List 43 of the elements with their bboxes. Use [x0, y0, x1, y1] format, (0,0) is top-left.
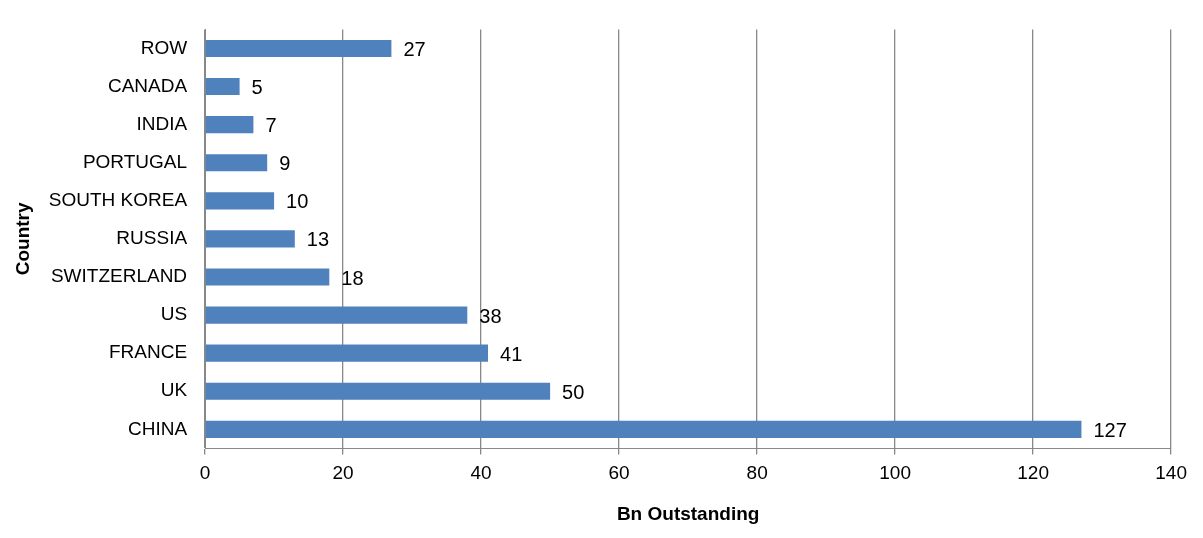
bar: [205, 77, 240, 96]
y-tick-label: SOUTH KOREA: [48, 189, 188, 211]
y-tick-label: PORTUGAL: [82, 150, 188, 172]
data-label: 13: [306, 228, 330, 251]
bar: [205, 306, 468, 324]
data-label: 10: [286, 190, 309, 213]
data-label: 38: [479, 304, 502, 327]
y-tick-label: US: [160, 303, 188, 325]
bar: [205, 268, 330, 286]
data-label: 9: [279, 152, 291, 175]
bar: [205, 192, 275, 210]
bar: [205, 116, 254, 134]
y-axis-title: Country: [11, 202, 33, 276]
x-tick-label: 140: [1155, 462, 1187, 484]
y-tick-label: RUSSIA: [116, 227, 188, 249]
data-label: 41: [500, 342, 523, 365]
x-tick-label: 20: [332, 462, 354, 484]
y-tick-label: CANADA: [107, 74, 188, 96]
y-tick-label: INDIA: [136, 112, 188, 134]
x-tick-label: 100: [879, 462, 911, 484]
x-tick-label: 60: [608, 462, 630, 484]
y-tick-label: FRANCE: [108, 341, 188, 363]
y-tick-label: ROW: [140, 36, 188, 58]
bar: [205, 382, 551, 400]
data-label: 27: [403, 37, 426, 60]
y-tick-label: UK: [160, 379, 188, 401]
x-tick-label: 0: [199, 462, 211, 484]
data-label: 5: [251, 76, 263, 99]
x-axis-title: Bn Outstanding: [616, 502, 760, 524]
bar: [205, 344, 489, 362]
bar: [205, 39, 392, 58]
data-label: 127: [1093, 418, 1127, 441]
bar: [205, 154, 268, 172]
data-label: 50: [562, 380, 585, 403]
x-tick-label: 40: [470, 462, 492, 484]
y-tick-label: SWITZERLAND: [50, 265, 188, 287]
data-label: 18: [341, 266, 364, 289]
y-tick-label: CHINA: [127, 417, 188, 439]
data-label: 7: [265, 114, 277, 137]
x-tick-label: 80: [746, 462, 768, 484]
x-tick-label: 120: [1017, 462, 1049, 484]
bar: [205, 230, 295, 248]
bar: [205, 420, 1082, 438]
